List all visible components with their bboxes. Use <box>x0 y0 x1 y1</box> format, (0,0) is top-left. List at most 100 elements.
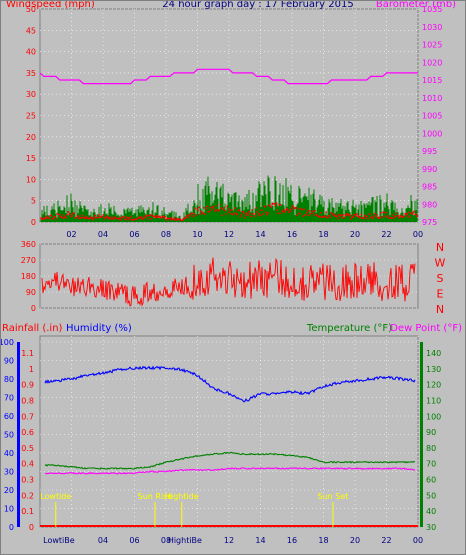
direction-tick-label: 90 <box>26 288 36 297</box>
top-x-tick-label: 00 <box>413 230 423 239</box>
temperature-tick-label: 90 <box>426 428 436 437</box>
humidity-axis-title: Humidity (%) <box>66 323 132 334</box>
event-label: Sun Rise <box>138 492 173 501</box>
rainfall-tick-label: 0.5 <box>21 444 34 453</box>
windspeed-tick-label: 20 <box>26 133 36 142</box>
windspeed-tick-label: 25 <box>26 112 36 121</box>
temperature-tick-label: 110 <box>426 396 441 405</box>
temperature-axis-bar <box>420 342 423 527</box>
rainfall-tick-label: 0.9 <box>21 381 34 390</box>
rainfall-tick-label: 1 <box>29 365 34 374</box>
rainfall-tick-label: 0.1 <box>21 507 34 516</box>
temperature-tick-label: 120 <box>426 381 441 390</box>
windspeed-series-line <box>40 202 418 222</box>
windspeed-axis-title: Windspeed (mph) <box>6 0 95 10</box>
humidity-tick-label: 80 <box>4 375 14 384</box>
temperature-tick-label: 130 <box>426 365 441 374</box>
direction-tick-label: 360 <box>21 240 36 249</box>
windspeed-tick-label: 30 <box>26 90 36 99</box>
temperature-axis-title: Temperature (°F) <box>306 323 392 334</box>
rainfall-tick-label: 0.4 <box>21 460 34 469</box>
barometer-axis-title: Barometer (mb) <box>376 0 456 10</box>
dewpoint-axis-title: Dew Point (°F) <box>390 323 462 334</box>
barometer-tick-label: 1010 <box>422 94 442 103</box>
rainfall-tick-label: 0.3 <box>21 476 34 485</box>
rainfall-tick-label: 1.1 <box>21 349 34 358</box>
humidity-tick-label: 0 <box>9 523 14 532</box>
bottom-x-tick-label: 18 <box>318 536 328 545</box>
bottom-x-tick-label: 06 <box>129 536 139 545</box>
top-x-tick-label: 18 <box>318 230 328 239</box>
compass-label: N <box>436 303 444 316</box>
humidity-tick-label: 40 <box>4 449 14 458</box>
bottom-x-tick-high: HightiBe <box>168 536 202 545</box>
top-x-tick-label: 20 <box>350 230 360 239</box>
rainfall-axis-title: Rainfall (.in) <box>2 323 63 334</box>
event-label: Sun Set <box>317 492 348 501</box>
barometer-tick-label: 1000 <box>422 129 442 138</box>
bottom-x-tick-label: 14 <box>255 536 265 545</box>
humidity-tick-label: 100 <box>0 338 14 347</box>
barometer-series-line <box>39 68 418 85</box>
humidity-tick-label: 30 <box>4 468 14 477</box>
barometer-tick-label: 1025 <box>422 41 442 50</box>
compass-label: W <box>435 257 446 270</box>
bottom-x-tick-label: 12 <box>224 536 234 545</box>
rainfall-tick-label: 0.2 <box>21 491 34 500</box>
temperature-tick-label: 140 <box>426 349 441 358</box>
temperature-tick-label: 30 <box>426 523 436 532</box>
bottom-x-tick-label: 16 <box>287 536 297 545</box>
top-x-tick-label: 12 <box>224 230 234 239</box>
dewpoint-series-line <box>44 467 416 475</box>
chart-title: 24 hour graph day : 17 February 2015 <box>162 0 353 10</box>
humidity-tick-label: 70 <box>4 394 14 403</box>
barometer-tick-label: 980 <box>422 200 437 209</box>
compass-label: N <box>436 241 444 254</box>
temperature-tick-label: 60 <box>426 476 436 485</box>
windspeed-tick-label: 15 <box>26 154 36 163</box>
temperature-tick-label: 100 <box>426 412 441 421</box>
top-plot-area <box>39 8 419 223</box>
humidity-series-line <box>44 365 416 403</box>
bottom-x-tick-label: 08 <box>161 536 171 545</box>
direction-tick-label: 180 <box>21 272 36 281</box>
bottom-x-tick-label: 00 <box>413 536 423 545</box>
windspeed-tick-label: 10 <box>26 175 36 184</box>
bottom-x-tick-label: 20 <box>350 536 360 545</box>
temperature-tick-label: 70 <box>426 460 436 469</box>
barometer-tick-label: 985 <box>422 183 437 192</box>
humidity-tick-label: 50 <box>4 431 14 440</box>
top-x-tick-label: 16 <box>287 230 297 239</box>
humidity-tick-label: 10 <box>4 505 14 514</box>
humidity-tick-label: 20 <box>4 486 14 495</box>
barometer-tick-label: 990 <box>422 165 437 174</box>
windspeed-tick-label: 35 <box>26 69 36 78</box>
top-x-tick-label: 14 <box>255 230 265 239</box>
windspeed-tick-label: 45 <box>26 26 36 35</box>
barometer-tick-label: 1015 <box>422 76 442 85</box>
bottom-plot-area <box>39 335 419 528</box>
barometer-tick-label: 995 <box>422 147 437 156</box>
humidity-tick-label: 90 <box>4 357 14 366</box>
rainfall-tick-label: 0.8 <box>21 396 34 405</box>
temperature-tick-label: 80 <box>426 444 436 453</box>
direction-tick-label: 270 <box>21 256 36 265</box>
barometer-tick-label: 975 <box>422 218 437 227</box>
humidity-tick-label: 60 <box>4 412 14 421</box>
barometer-tick-label: 1030 <box>422 23 442 32</box>
barometer-tick-label: 1005 <box>422 112 442 121</box>
top-x-tick-label: 06 <box>129 230 139 239</box>
event-label: Hightide <box>165 492 199 501</box>
windspeed-tick-label: 40 <box>26 48 36 57</box>
windspeed-tick-label: 5 <box>31 197 36 206</box>
temperature-series-line <box>44 451 416 470</box>
barometer-tick-label: 1020 <box>422 58 442 67</box>
top-x-tick-label: 08 <box>161 230 171 239</box>
top-x-tick-label: 10 <box>192 230 202 239</box>
bottom-x-tick-low: LowtiBe <box>43 536 75 545</box>
barometer-tick-label: 1035 <box>422 5 442 14</box>
event-label: Lowtide <box>40 492 71 501</box>
rainfall-tick-label: 0.6 <box>21 428 34 437</box>
direction-tick-label: 0 <box>31 304 36 313</box>
